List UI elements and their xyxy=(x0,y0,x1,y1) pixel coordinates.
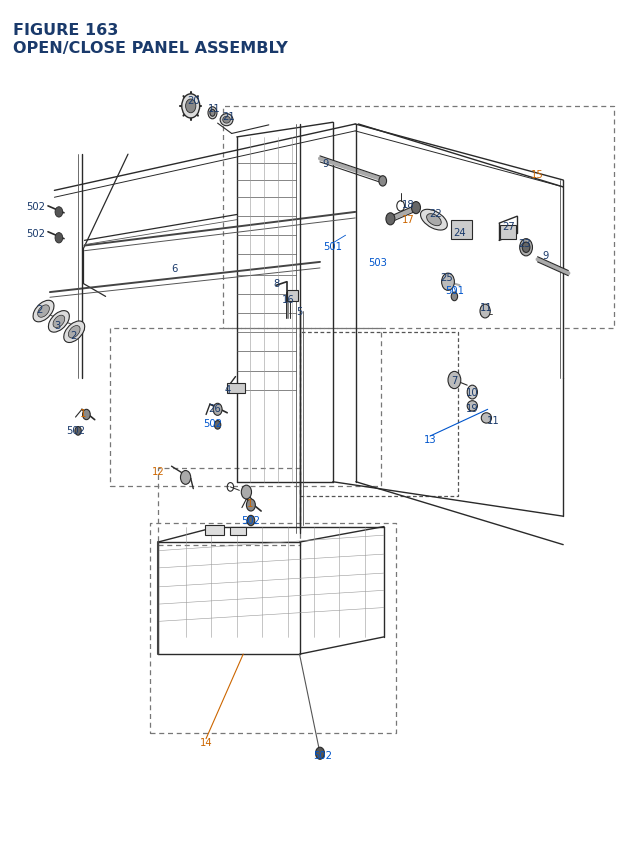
Text: 502: 502 xyxy=(313,750,332,760)
Circle shape xyxy=(55,208,63,218)
Circle shape xyxy=(83,410,90,420)
Text: OPEN/CLOSE PANEL ASSEMBLY: OPEN/CLOSE PANEL ASSEMBLY xyxy=(13,41,287,56)
Text: 17: 17 xyxy=(402,214,415,225)
Ellipse shape xyxy=(420,210,447,231)
Text: 4: 4 xyxy=(225,385,231,395)
Circle shape xyxy=(520,239,532,257)
Text: 2: 2 xyxy=(70,331,76,341)
Text: 11: 11 xyxy=(480,302,493,313)
Text: 13: 13 xyxy=(424,434,436,444)
Circle shape xyxy=(412,202,420,214)
Circle shape xyxy=(182,95,200,119)
Bar xyxy=(227,383,245,393)
Text: 3: 3 xyxy=(54,320,61,331)
Text: 6: 6 xyxy=(171,263,177,274)
Text: 20: 20 xyxy=(187,96,200,106)
Circle shape xyxy=(442,274,454,291)
Circle shape xyxy=(467,386,477,400)
Circle shape xyxy=(247,516,255,526)
Circle shape xyxy=(213,404,222,416)
Text: 14: 14 xyxy=(200,737,212,747)
Text: 9: 9 xyxy=(322,158,328,169)
Text: FIGURE 163: FIGURE 163 xyxy=(13,23,118,38)
Circle shape xyxy=(386,214,395,226)
Ellipse shape xyxy=(64,322,84,343)
Text: 16: 16 xyxy=(282,294,294,305)
Ellipse shape xyxy=(481,413,492,424)
Ellipse shape xyxy=(38,306,49,318)
Ellipse shape xyxy=(68,326,80,338)
Text: 503: 503 xyxy=(368,257,387,268)
Text: 15: 15 xyxy=(531,170,544,180)
Circle shape xyxy=(448,372,461,389)
Text: 502: 502 xyxy=(26,229,45,239)
Text: 27: 27 xyxy=(502,221,515,232)
Circle shape xyxy=(75,427,81,436)
Bar xyxy=(500,226,516,239)
Text: 25: 25 xyxy=(440,272,453,282)
Circle shape xyxy=(208,108,217,120)
Text: 12: 12 xyxy=(152,466,165,476)
Circle shape xyxy=(180,471,191,485)
Circle shape xyxy=(379,177,387,187)
Text: 24: 24 xyxy=(453,227,466,238)
Text: 11: 11 xyxy=(207,104,220,115)
Bar xyxy=(230,527,246,536)
Text: 2: 2 xyxy=(36,305,43,315)
Text: 21: 21 xyxy=(223,112,236,122)
Text: 502: 502 xyxy=(203,418,222,429)
Circle shape xyxy=(186,100,196,114)
Ellipse shape xyxy=(223,117,230,124)
Text: 26: 26 xyxy=(208,403,221,413)
Circle shape xyxy=(451,293,458,301)
Text: 10: 10 xyxy=(466,387,479,398)
Text: 502: 502 xyxy=(66,425,85,436)
Text: 8: 8 xyxy=(273,279,280,289)
Bar xyxy=(205,525,224,536)
Text: 23: 23 xyxy=(518,238,531,249)
Text: 19: 19 xyxy=(466,403,479,413)
Text: 18: 18 xyxy=(402,200,415,210)
Circle shape xyxy=(241,486,252,499)
Text: 1: 1 xyxy=(80,408,86,418)
Ellipse shape xyxy=(33,301,54,322)
Circle shape xyxy=(316,747,324,759)
Circle shape xyxy=(55,233,63,244)
Circle shape xyxy=(210,110,215,117)
Text: 501: 501 xyxy=(445,286,464,296)
Ellipse shape xyxy=(53,316,65,328)
Text: 501: 501 xyxy=(323,241,342,251)
Ellipse shape xyxy=(220,115,233,127)
Circle shape xyxy=(480,305,490,319)
Text: 7: 7 xyxy=(451,375,458,386)
Text: 9: 9 xyxy=(542,251,548,261)
Text: 11: 11 xyxy=(486,415,499,425)
Circle shape xyxy=(246,499,255,511)
Text: 502: 502 xyxy=(241,515,260,525)
Text: 22: 22 xyxy=(429,208,442,219)
Circle shape xyxy=(214,421,221,430)
Circle shape xyxy=(522,243,530,253)
Bar xyxy=(287,291,298,301)
Ellipse shape xyxy=(427,214,441,226)
Text: 1: 1 xyxy=(246,499,253,509)
Ellipse shape xyxy=(467,401,477,412)
Text: 5: 5 xyxy=(296,307,303,317)
Text: 502: 502 xyxy=(26,201,45,212)
Bar xyxy=(451,220,472,239)
Ellipse shape xyxy=(49,312,69,332)
